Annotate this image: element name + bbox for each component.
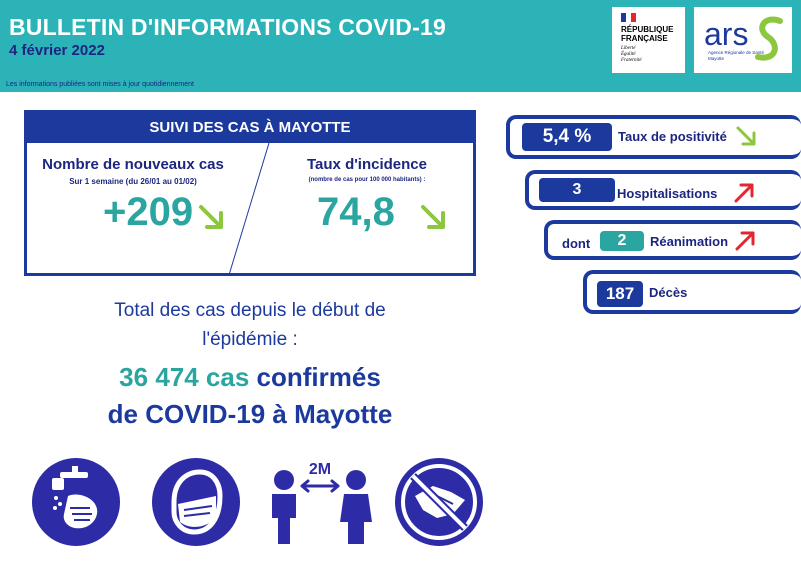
hospitalisations-label: Hospitalisations [617,186,718,201]
rf-motto1: Liberté [621,46,636,51]
suivi-cas-panel: SUIVI DES CAS À MAYOTTE Nombre de nouvea… [24,110,476,276]
trend-down-arrow-icon [736,126,756,146]
incidence-value: 74,8 [317,190,395,234]
positivity-card: 5,4 % Taux de positivité [506,115,801,159]
hand-washing-icon [32,458,120,546]
deces-label: Décès [649,285,688,300]
rf-motto: Liberté Égalité Fraternité [621,46,642,64]
ars-region: Mayotte [708,56,725,61]
reanimation-label: Réanimation [650,234,729,249]
republique-francaise-logo: RÉPUBLIQUE FRANÇAISE Liberté Égalité Fra… [612,7,685,73]
rf-motto2: Égalité [621,52,636,57]
french-flag-icon [621,13,636,22]
deces-card: 187 Décès [583,270,801,314]
page-title: BULLETIN D'INFORMATIONS COVID-19 [9,14,446,40]
trend-up-arrow-icon [735,231,755,251]
rf-line2: FRANÇAISE [621,34,668,43]
rf-motto3: Fraternité [621,58,642,63]
total-cases-line4: de COVID-19 à Mayotte [107,399,393,429]
incidence-title: Taux d'incidence [307,156,427,173]
deces-value: 187 [597,281,643,307]
incidence-subtitle: (nombre de cas pour 100 000 habitants) : [308,177,426,183]
ars-logo: ars Agence Régionale de Santé Mayotte [694,7,792,73]
ars-swoosh-icon [755,16,783,61]
total-cases-confirmed: confirmés [256,362,381,392]
rf-line1: RÉPUBLIQUE [621,25,674,34]
new-cases-title: Nombre de nouveaux cas [42,156,224,173]
hospitalisations-card: 3 Hospitalisations [525,170,801,210]
suivi-title: SUIVI DES CAS À MAYOTTE [27,113,473,143]
distance-label: 2M [309,461,331,478]
hospitalisations-value: 3 [539,178,615,202]
reanimation-value: 2 [600,231,644,251]
total-cases-line: 36 474 cas confirmés [0,360,500,394]
trend-down-arrow-icon [421,205,445,229]
no-handshake-icon [395,458,483,546]
rf-name: RÉPUBLIQUE FRANÇAISE [621,25,673,43]
positivity-value: 5,4 % [522,123,612,151]
total-intro-line2: l'épidémie : [202,329,298,350]
ars-name: ars [704,16,748,52]
total-cases-count: 36 474 cas [119,362,250,392]
total-intro-line1: Total des cas depuis le début de [114,300,386,321]
trend-up-arrow-icon [734,183,754,203]
column-divider [228,143,270,275]
reanimation-card: dont 2 Réanimation [544,220,801,260]
new-cases-subtitle: Sur 1 semaine (du 26/01 au 01/02) [69,177,197,186]
social-distancing-icon: 2M [272,461,372,544]
face-mask-icon [152,458,240,546]
header-banner: BULLETIN D'INFORMATIONS COVID-19 4 févri… [0,0,801,92]
bulletin-date: 4 février 2022 [9,42,105,59]
reanimation-prefix: dont [562,236,591,251]
positivity-label: Taux de positivité [618,129,727,144]
update-note: Les informations publiées sont mises à j… [6,81,194,88]
trend-down-arrow-icon [199,205,223,229]
ars-sub: Agence Régionale de Santé [708,50,765,55]
new-cases-value: +209 [103,190,194,234]
